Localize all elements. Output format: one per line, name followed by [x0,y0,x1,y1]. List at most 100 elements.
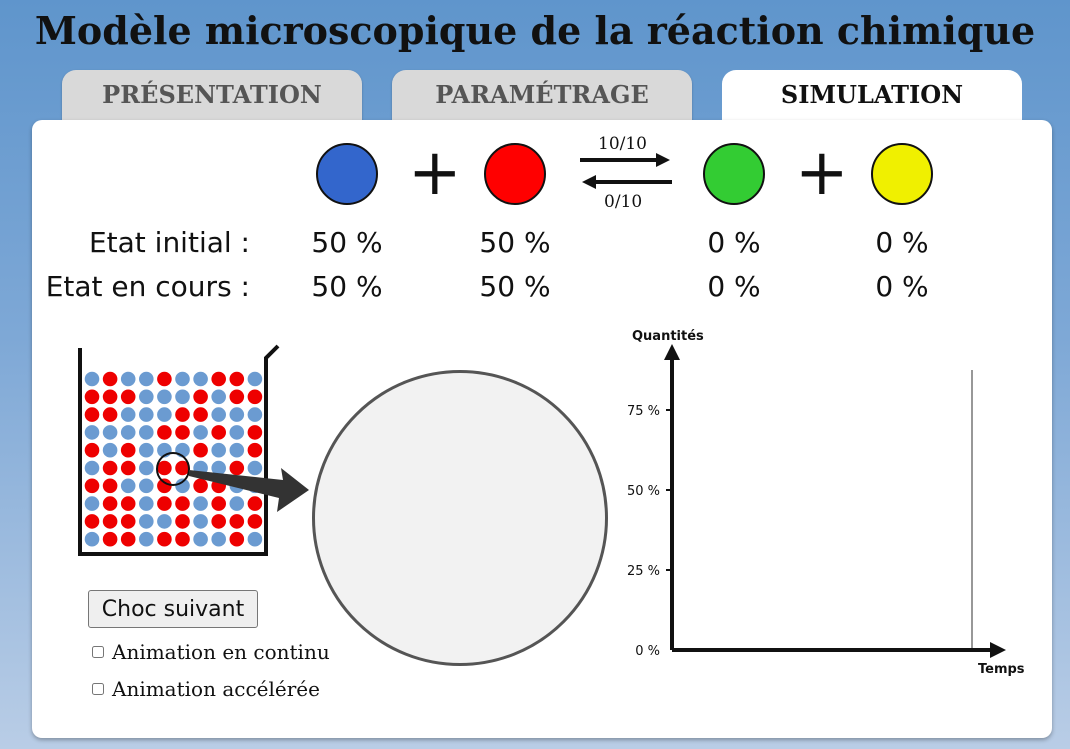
molecule-blue [247,371,263,387]
molecule-blue [139,496,154,511]
species-d-circle [871,143,933,205]
molecule-red [211,514,226,529]
zoom-selector-circle [156,452,190,486]
molecule-red [193,407,208,422]
molecule-red [102,389,118,405]
molecule-blue [229,407,245,422]
continuous-animation-label: Animation en continu [112,640,330,664]
molecule-red [84,389,100,405]
continuous-animation-checkbox[interactable] [92,646,104,658]
molecule-red [84,407,100,422]
molecule-red [84,442,100,458]
y-tick-0: 0 % [635,644,660,659]
molecule-blue [84,425,100,440]
molecule-blue [120,407,136,422]
molecule-red [247,442,263,458]
molecule-red [157,425,172,440]
molecule-red [102,478,118,494]
tab-simulation[interactable]: SIMULATION [722,70,1022,126]
molecule-blue [193,371,208,387]
chart-xlabel: Temps [978,662,1025,677]
y-tick-label-50: 50 % [627,484,660,499]
species-b-circle [484,143,546,205]
molecule-blue [229,442,245,458]
initial-value-b: 50 % [479,226,551,259]
y-tick-label-75: 75 % [627,404,660,419]
forward-rate: 10/10 [598,134,647,154]
molecule-blue [139,407,154,422]
y-tick-label-0: 0 % [635,644,660,659]
y-tick-25: 25 % [627,564,672,579]
molecule-blue [84,371,100,387]
molecule-blue [139,478,154,494]
molecule-red [247,389,263,405]
x-axis-arrow [990,642,1006,658]
continuous-animation-option[interactable]: Animation en continu [90,640,330,664]
molecule-blue [211,389,226,405]
molecule-red [157,496,172,511]
molecule-blue [247,407,263,422]
molecule-red [157,478,172,494]
molecule-red [157,460,172,476]
molecule-red [229,514,245,529]
molecule-red [247,496,263,511]
molecule-red [211,425,226,440]
molecule-red [247,514,263,529]
molecule-red [229,371,245,387]
molecule-blue [139,425,154,440]
current-value-d: 0 % [875,270,929,303]
molecule-red [175,496,190,511]
page-title: Modèle microscopique de la réaction chim… [34,8,1036,53]
molecule-blue [139,371,154,387]
initial-state-label: Etat initial : [88,226,250,259]
molecule-blue [120,371,136,387]
molecule-red [120,514,136,529]
molecule-red [120,389,136,405]
initial-value-a: 50 % [311,226,383,259]
molecule-blue [102,425,118,440]
molecule-red [102,407,118,422]
molecule-blue [139,531,154,547]
initial-value-c: 0 % [707,226,761,259]
species-c-circle [703,143,765,205]
molecule-red [120,442,136,458]
molecule-blue [157,407,172,422]
molecule-blue [139,442,154,458]
molecule-blue [211,531,226,547]
tab-parametrage[interactable]: PARAMÉTRAGE [392,70,692,126]
fast-animation-option[interactable]: Animation accélérée [90,677,320,701]
next-shock-button[interactable]: Choc suivant [88,590,258,628]
molecule-blue [84,496,100,511]
molecule-blue [193,425,208,440]
molecule-red [193,478,208,494]
molecule-red [102,496,118,511]
molecule-red [84,514,100,529]
molecule-blue [193,514,208,529]
y-axis-arrow [664,344,680,360]
zoom-arrow-icon [189,468,309,512]
tab-presentation[interactable]: PRÉSENTATION [62,70,362,126]
initial-value-d: 0 % [875,226,929,259]
molecule-red [193,442,208,458]
molecule-red [229,460,245,476]
fast-animation-checkbox[interactable] [92,683,104,695]
molecule-blue [229,425,245,440]
molecule-blue [229,496,245,511]
molecule-red [175,531,190,547]
equilibrium-arrows-icon [580,153,672,189]
molecule-blue [84,531,100,547]
current-state-label: Etat en cours : [45,270,250,303]
molecule-red [102,371,118,387]
molecule-red [157,371,172,387]
fast-animation-label: Animation accélérée [112,677,320,701]
molecule-blue [211,442,226,458]
beaker-outline [78,344,280,556]
molecule-red [229,389,245,405]
species-a-circle [316,143,378,205]
current-value-a: 50 % [311,270,383,303]
plus-sign-right: + [795,136,849,210]
y-tick-75: 75 % [627,404,672,419]
molecule-blue [193,531,208,547]
molecule-blue [139,389,154,405]
molecule-blue [211,460,226,476]
